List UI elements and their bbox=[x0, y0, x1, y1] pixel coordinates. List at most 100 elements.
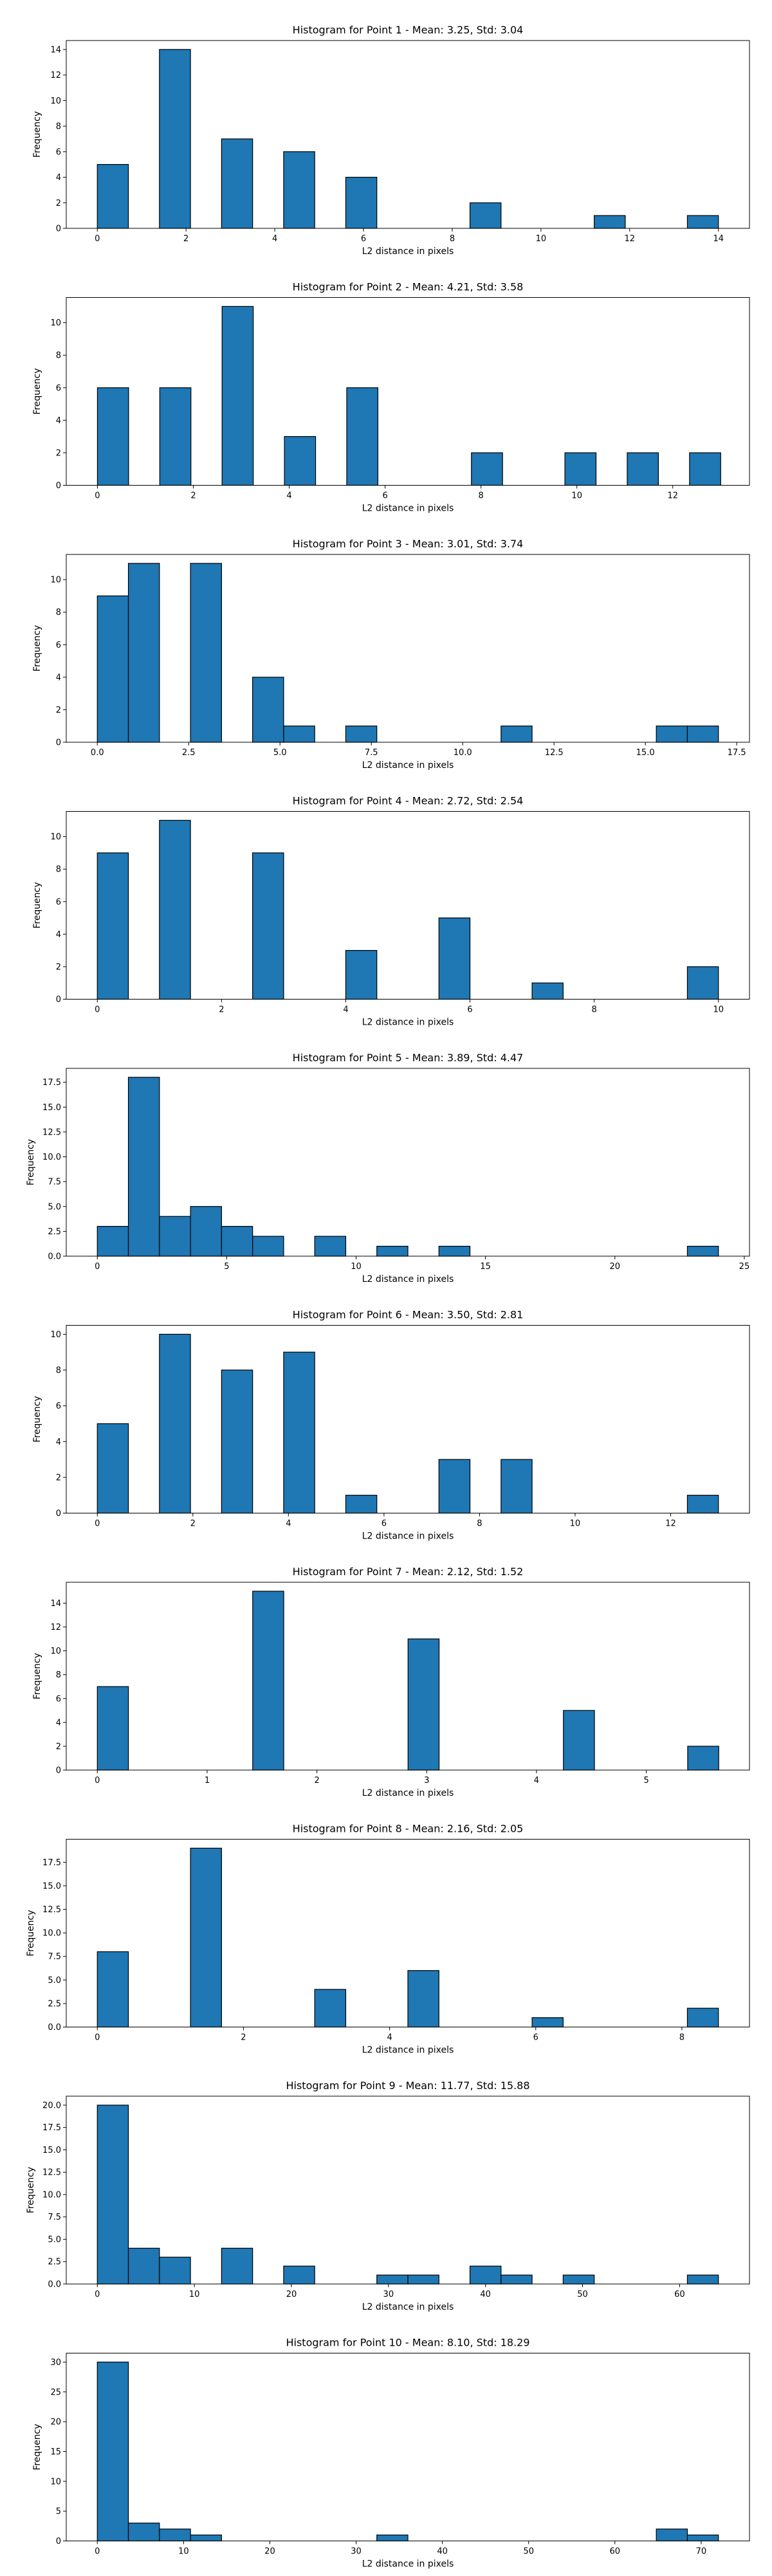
y-tick-label: 4 bbox=[56, 930, 61, 940]
y-tick-label: 6 bbox=[56, 1694, 61, 1704]
axes-frame bbox=[66, 2353, 750, 2541]
histogram-bar bbox=[96, 595, 129, 743]
x-tick-label: 40 bbox=[480, 2290, 491, 2299]
y-tick-label: 2 bbox=[56, 706, 61, 715]
x-tick-label: 6 bbox=[533, 2033, 538, 2043]
y-tick-label: 15.0 bbox=[42, 1103, 61, 1113]
histogram-bar bbox=[563, 1710, 595, 1771]
y-tick-label: 30 bbox=[50, 2358, 61, 2368]
y-tick-label: 10 bbox=[50, 318, 61, 328]
y-tick-label: 10 bbox=[50, 1647, 61, 1656]
histogram-bar bbox=[283, 726, 315, 743]
y-tick-label: 6 bbox=[56, 641, 61, 650]
histogram-bar bbox=[376, 2274, 409, 2285]
histogram-panel-3: Histogram for Point 3 - Mean: 3.01, Std:… bbox=[32, 538, 750, 771]
x-tick-label: 6 bbox=[382, 491, 387, 501]
y-axis-label: Frequency bbox=[32, 111, 42, 158]
x-tick-label: 0 bbox=[95, 1005, 100, 1015]
histogram-bar bbox=[159, 1216, 191, 1257]
x-tick-label: 15.0 bbox=[636, 748, 655, 758]
y-tick-label: 12 bbox=[50, 1623, 61, 1632]
histogram-bar bbox=[190, 563, 222, 743]
x-tick-label: 10 bbox=[570, 1519, 581, 1529]
histogram-bar bbox=[686, 2274, 719, 2285]
histogram-bar bbox=[594, 215, 626, 229]
y-tick-label: 0.0 bbox=[48, 2280, 61, 2290]
y-tick-label: 7.5 bbox=[48, 2213, 61, 2222]
histogram-panel-4: Histogram for Point 4 - Mean: 2.72, Std:… bbox=[32, 795, 750, 1028]
x-tick-label: 8 bbox=[591, 1005, 596, 1015]
y-tick-label: 5.0 bbox=[48, 2235, 61, 2245]
histogram-bar bbox=[407, 1638, 440, 1771]
y-tick-label: 0 bbox=[56, 1766, 61, 1776]
x-tick-label: 5 bbox=[224, 1262, 229, 1272]
x-tick-label: 2 bbox=[190, 1519, 196, 1529]
y-tick-label: 4 bbox=[56, 1718, 61, 1728]
y-tick-label: 0 bbox=[56, 995, 61, 1005]
y-tick-label: 2.5 bbox=[48, 1999, 61, 2009]
histogram-bar bbox=[159, 49, 191, 229]
y-tick-label: 7.5 bbox=[48, 1952, 61, 1962]
y-tick-label: 12.5 bbox=[42, 1905, 61, 1915]
y-tick-label: 10 bbox=[50, 832, 61, 842]
y-tick-label: 8 bbox=[56, 865, 61, 875]
y-tick-label: 2 bbox=[56, 1742, 61, 1751]
chart-title: Histogram for Point 2 - Mean: 4.21, Std:… bbox=[293, 281, 524, 293]
y-tick-label: 17.5 bbox=[42, 2123, 61, 2133]
x-tick-label: 0 bbox=[95, 234, 100, 244]
x-tick-label: 15 bbox=[480, 1262, 491, 1272]
x-tick-label: 12 bbox=[625, 234, 636, 244]
x-axis-label: L2 distance in pixels bbox=[362, 504, 454, 514]
histogram-bar bbox=[159, 2256, 191, 2285]
x-tick-label: 4 bbox=[387, 2033, 392, 2043]
chart-title: Histogram for Point 1 - Mean: 3.25, Std:… bbox=[293, 24, 524, 36]
x-tick-label: 12 bbox=[667, 491, 678, 501]
x-tick-label: 6 bbox=[381, 1519, 387, 1529]
y-tick-label: 20 bbox=[50, 2418, 61, 2427]
axes-frame bbox=[66, 1068, 750, 1257]
y-tick-label: 2 bbox=[56, 448, 61, 458]
y-tick-label: 17.5 bbox=[42, 1858, 61, 1868]
x-tick-label: 12.5 bbox=[545, 748, 564, 758]
y-tick-label: 2 bbox=[56, 1473, 61, 1483]
histogram-bar bbox=[221, 306, 254, 486]
histogram-bar bbox=[96, 1686, 129, 1771]
histogram-bar bbox=[345, 950, 378, 1000]
x-tick-label: 50 bbox=[577, 2290, 588, 2299]
axes-frame bbox=[66, 40, 750, 229]
histogram-panel-5: Histogram for Point 5 - Mean: 3.89, Std:… bbox=[26, 1052, 750, 1284]
x-tick-label: 2 bbox=[241, 2033, 246, 2043]
histogram-bar bbox=[531, 2017, 564, 2028]
histogram-bar bbox=[221, 2247, 253, 2285]
y-tick-label: 10 bbox=[50, 576, 61, 585]
histogram-bar bbox=[127, 2247, 160, 2285]
chart-title: Histogram for Point 4 - Mean: 2.72, Std:… bbox=[293, 795, 524, 807]
x-axis-label: L2 distance in pixels bbox=[362, 2302, 454, 2312]
histogram-bar bbox=[687, 1746, 719, 1771]
x-tick-label: 20 bbox=[610, 1262, 621, 1272]
y-tick-label: 0.0 bbox=[48, 2023, 61, 2032]
x-tick-label: 17.5 bbox=[728, 748, 746, 758]
histogram-bar bbox=[686, 726, 719, 743]
x-tick-label: 0 bbox=[95, 2547, 100, 2557]
histogram-bar bbox=[252, 677, 284, 743]
y-tick-label: 8 bbox=[56, 1366, 61, 1376]
x-tick-label: 10 bbox=[536, 234, 547, 244]
x-tick-label: 1 bbox=[205, 1776, 210, 1786]
y-tick-label: 8 bbox=[56, 608, 61, 617]
chart-title: Histogram for Point 6 - Mean: 3.50, Std:… bbox=[293, 1309, 524, 1321]
histogram-bar bbox=[127, 2523, 160, 2542]
y-tick-label: 8 bbox=[56, 1670, 61, 1680]
x-tick-label: 0 bbox=[95, 2033, 100, 2043]
x-tick-label: 0 bbox=[95, 1519, 100, 1529]
y-tick-label: 6 bbox=[56, 897, 61, 907]
y-tick-label: 0.0 bbox=[48, 1252, 61, 1262]
histogram-panel-1: Histogram for Point 1 - Mean: 3.25, Std:… bbox=[32, 24, 750, 257]
x-tick-label: 4 bbox=[286, 1519, 291, 1529]
histogram-bar bbox=[686, 966, 719, 1000]
x-tick-label: 0 bbox=[95, 2290, 100, 2299]
y-tick-label: 17.5 bbox=[42, 1078, 61, 1088]
histogram-bar bbox=[159, 2528, 191, 2542]
x-tick-label: 8 bbox=[477, 1519, 482, 1529]
